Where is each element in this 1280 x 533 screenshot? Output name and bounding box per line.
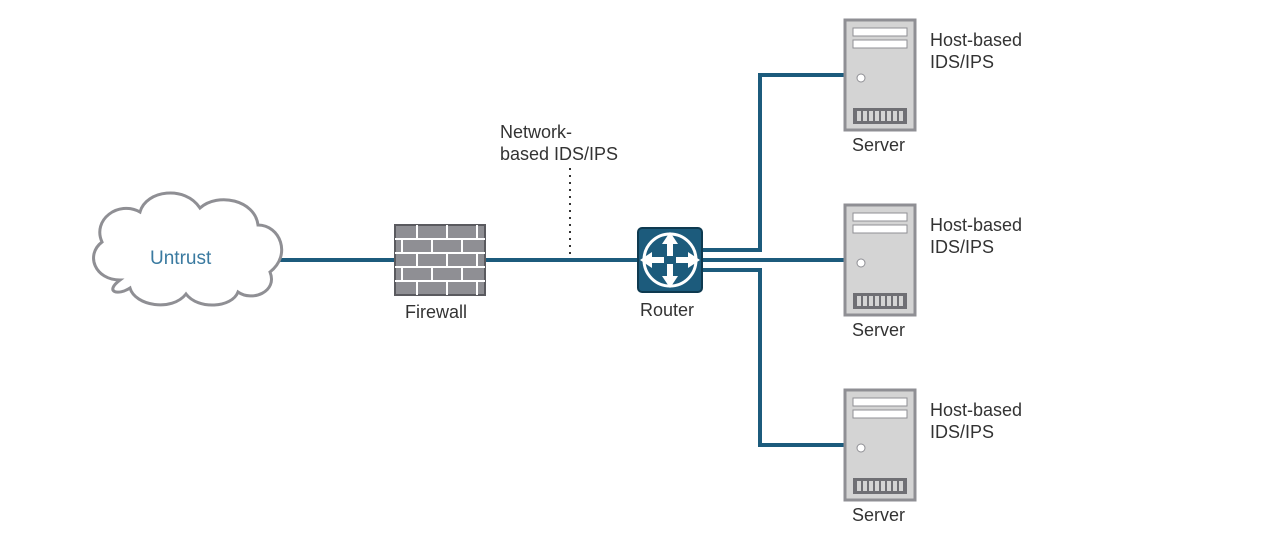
firewall-label: Firewall xyxy=(405,302,467,324)
server3-icon xyxy=(845,390,915,500)
firewall-icon xyxy=(395,225,485,295)
server1-side-label: Host-based IDS/IPS xyxy=(930,30,1022,73)
edge-router-server1 xyxy=(702,75,845,250)
server1-icon xyxy=(845,20,915,130)
router-icon xyxy=(638,228,702,292)
router-label: Router xyxy=(640,300,694,322)
diagram-canvas: Untrust Firewall Router Network- based I… xyxy=(0,0,1280,533)
server2-label: Server xyxy=(852,320,905,342)
server1-label: Server xyxy=(852,135,905,157)
server2-icon xyxy=(845,205,915,315)
cloud-label: Untrust xyxy=(150,248,211,271)
server2-side-label: Host-based IDS/IPS xyxy=(930,215,1022,258)
ids-tap-label: Network- based IDS/IPS xyxy=(500,122,618,165)
server3-side-label: Host-based IDS/IPS xyxy=(930,400,1022,443)
edge-router-server3 xyxy=(702,270,845,445)
server3-label: Server xyxy=(852,505,905,527)
